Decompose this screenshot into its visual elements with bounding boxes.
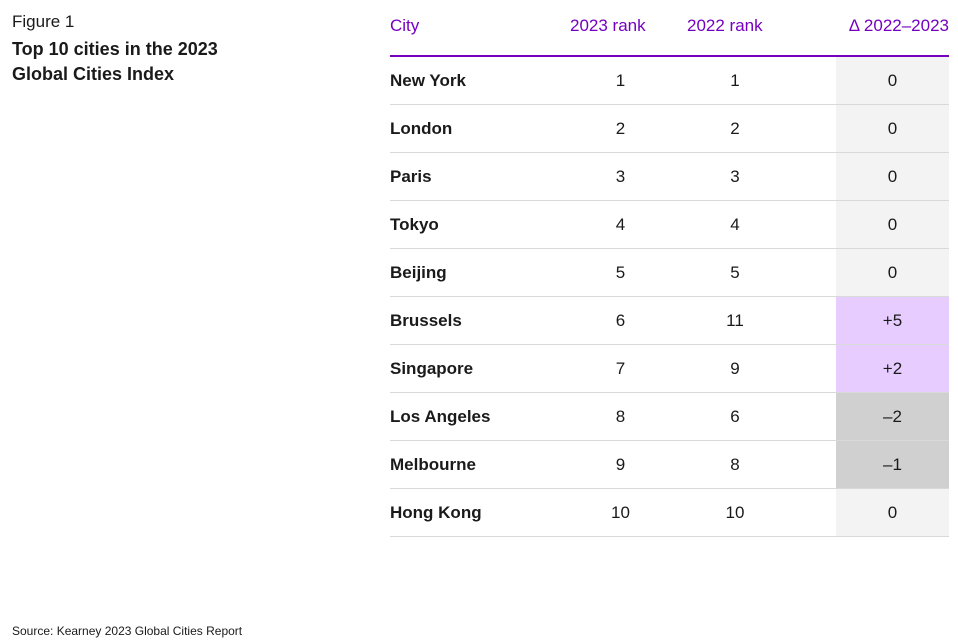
rankings-table: City 2023 rank 2022 rank Δ 2022–2023 New… [390,8,949,537]
rank-2023-cell: 5 [615,263,626,282]
table-row: Los Angeles 8 6 –2 [390,393,949,441]
rank-2023-cell: 6 [615,311,626,330]
table-row: Beijing 5 5 0 [390,249,949,297]
table-body: New York 1 1 0 London 2 2 0 Paris 3 3 0 Tokyo 4 4 0 Beij… [390,57,949,537]
delta-cell: 0 [836,105,949,152]
rank-2023-cell: 7 [615,359,626,378]
rank-2023-cell: 8 [615,407,626,426]
table-row: Tokyo 4 4 0 [390,201,949,249]
rank-2023-cell: 1 [615,71,626,90]
city-cell: Singapore [390,359,474,378]
city-cell: Tokyo [390,215,439,234]
rank-2023-cell: 3 [615,167,626,186]
city-cell: Paris [390,167,432,186]
delta-cell: +2 [836,345,949,392]
delta-cell: 0 [836,201,949,248]
rank-2022-cell: 6 [730,407,740,426]
table-row: Singapore 7 9 +2 [390,345,949,393]
rank-2023-cell: 10 [611,503,630,522]
figure-title: Top 10 cities in the 2023 Global Cities … [12,39,218,84]
figure-label: Figure 1 [12,12,75,31]
delta-cell: –1 [836,441,949,488]
delta-cell: 0 [836,57,949,104]
rank-2023-cell: 9 [615,455,626,474]
rank-2022-cell: 3 [730,167,740,186]
source-note: Source: Kearney 2023 Global Cities Repor… [12,624,243,638]
rank-2022-cell: 8 [730,455,740,474]
column-header-2022-rank: 2022 rank [687,16,763,35]
delta-cell: 0 [836,249,949,296]
city-cell: Beijing [390,263,447,282]
rank-2023-cell: 4 [615,215,626,234]
rank-2022-cell: 9 [730,359,740,378]
rank-2022-cell: 2 [730,119,740,138]
table-row: Hong Kong 10 10 0 [390,489,949,537]
city-cell: Brussels [390,311,462,330]
city-cell: Los Angeles [390,407,491,426]
city-cell: Hong Kong [390,503,482,522]
rank-2022-cell: 10 [725,503,745,522]
column-header-delta: Δ 2022–2023 [848,16,949,35]
table-row: Paris 3 3 0 [390,153,949,201]
rank-2023-cell: 2 [615,119,626,138]
city-cell: London [390,119,453,138]
rank-2022-cell: 5 [730,263,740,282]
column-header-2023-rank: 2023 rank [570,16,646,35]
delta-cell: –2 [836,393,949,440]
table-header-row: City 2023 rank 2022 rank Δ 2022–2023 [390,8,949,57]
city-cell: New York [390,71,466,90]
rank-2022-cell: 11 [726,311,744,330]
table-row: Melbourne 9 8 –1 [390,441,949,489]
table-row: New York 1 1 0 [390,57,949,105]
table-row: London 2 2 0 [390,105,949,153]
rank-2022-cell: 4 [730,215,740,234]
city-cell: Melbourne [390,455,476,474]
column-header-city: City [390,16,420,35]
rank-2022-cell: 1 [730,71,740,90]
delta-cell: 0 [836,489,949,536]
delta-cell: +5 [836,297,949,344]
table-row: Brussels 6 11 +5 [390,297,949,345]
delta-cell: 0 [836,153,949,200]
